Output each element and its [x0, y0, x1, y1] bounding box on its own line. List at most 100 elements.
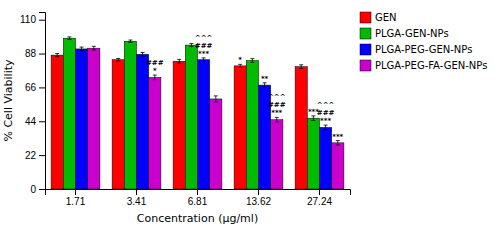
y-tick-mark: [39, 121, 45, 122]
x-tick: 13.62: [246, 189, 271, 207]
legend-swatch: [360, 28, 371, 39]
error-bar: [177, 59, 181, 63]
x-tick-mark: [75, 189, 76, 195]
annotation: ***: [271, 109, 282, 117]
y-tick-label: 22: [25, 150, 37, 161]
marks: [51, 37, 344, 189]
y-axis-title: % Cell Viability: [2, 59, 15, 142]
annotation: *: [238, 56, 242, 64]
y-tick: 88: [25, 48, 45, 59]
bar: [137, 54, 149, 189]
x-tick-label: 27.24: [307, 196, 332, 207]
error-bar: [92, 46, 96, 50]
error-bar: [116, 58, 120, 60]
error-bar: [238, 64, 242, 67]
x-tick: 27.24: [307, 189, 332, 207]
annotations: *###***###^^^******###^^^******###^^^***: [146, 34, 344, 141]
x-axis: 1.71 3.41 6.81 13.62 27.24: [46, 189, 351, 207]
bar: [149, 77, 161, 189]
error-bar: [214, 96, 218, 102]
legend-item: PLGA-PEG-FA-GEN-NPs: [360, 60, 487, 71]
annotation: ###: [195, 42, 213, 50]
error-bar: [263, 83, 267, 88]
bar: [320, 127, 332, 189]
error-bar: [153, 75, 157, 80]
legend-label: PLGA-PEG-FA-GEN-NPs: [375, 60, 487, 71]
legend-swatch: [360, 44, 371, 55]
legend: GEN PLGA-GEN-NPs PLGA-PEG-GEN-NPs PLGA-PEG-…: [360, 12, 487, 71]
y-tick: 66: [25, 82, 45, 93]
annotation: ^^^: [268, 93, 286, 101]
bar: [76, 49, 88, 189]
error-bar: [128, 40, 132, 42]
y-tick: 22: [25, 150, 45, 161]
bar: [63, 38, 75, 189]
legend-swatch: [360, 12, 371, 23]
x-tick-label: 13.62: [246, 196, 271, 207]
series: [63, 37, 319, 189]
y-tick-mark: [39, 20, 45, 21]
error-bar: [311, 116, 315, 121]
x-tick-label: 6.81: [188, 196, 208, 207]
bar: [234, 66, 246, 189]
y-tick: 110: [20, 14, 45, 25]
y-tick-mark: [39, 155, 45, 156]
y-axis: 0 22 44 66 88 110: [20, 13, 45, 195]
series: [88, 46, 344, 189]
bar: [271, 120, 283, 189]
y-tick-label: 110: [20, 14, 36, 25]
bar: [51, 55, 63, 189]
plot: 0224466881101.713.416.8113.6227.24*###**…: [2, 13, 351, 226]
x-tick-mark: [319, 189, 320, 195]
error-bar: [324, 125, 328, 130]
bar: [246, 60, 258, 189]
error-bar: [141, 52, 145, 56]
x-tick-label: 3.41: [127, 196, 147, 207]
annotation: ###: [146, 59, 164, 67]
y-tick: 0: [30, 184, 45, 195]
x-tick: 3.41: [127, 189, 147, 207]
bar: [307, 118, 319, 189]
annotation: ###: [317, 109, 335, 117]
y-tick-label: 44: [25, 116, 37, 127]
legend-label: PLGA-PEG-GEN-NPs: [375, 44, 472, 55]
x-axis-title: Concentration (µg/ml): [137, 212, 258, 225]
y-tick-label: 0: [30, 184, 36, 195]
bar: [173, 61, 185, 189]
annotation: ***: [198, 50, 209, 58]
y-tick-mark: [39, 87, 45, 88]
annotation: ###: [268, 101, 286, 109]
annotation: ^^^: [195, 34, 213, 42]
x-axis-line: [46, 190, 351, 196]
error-bar: [336, 141, 340, 146]
x-tick: 1.71: [66, 189, 86, 207]
error-bar: [80, 47, 84, 51]
legend-label: PLGA-GEN-NPs: [375, 28, 449, 39]
bar: [295, 67, 307, 189]
legend-swatch: [360, 60, 371, 71]
bar: [112, 60, 124, 189]
bar: [332, 143, 344, 189]
error-bar: [55, 54, 59, 57]
error-bar: [275, 117, 279, 122]
y-tick-mark: [39, 189, 45, 190]
y-tick-label: 66: [25, 82, 37, 93]
x-tick-mark: [136, 189, 137, 195]
annotation: **: [261, 75, 269, 83]
bar: [198, 60, 210, 189]
series: [76, 47, 332, 189]
y-tick-label: 88: [25, 48, 37, 59]
legend-label: GEN: [375, 12, 397, 23]
legend-item: PLGA-GEN-NPs: [360, 28, 449, 39]
x-tick-mark: [197, 189, 198, 195]
error-bar: [202, 58, 206, 62]
annotation: ***: [332, 133, 343, 141]
chart: 0224466881101.713.416.8113.6227.24*###**…: [0, 0, 500, 229]
legend-item: PLGA-PEG-GEN-NPs: [360, 44, 472, 55]
error-bar: [67, 37, 71, 39]
error-bar: [250, 59, 254, 63]
y-tick-mark: [39, 54, 45, 55]
y-axis-line: [39, 13, 46, 190]
bar: [124, 41, 136, 189]
bar: [185, 45, 197, 189]
